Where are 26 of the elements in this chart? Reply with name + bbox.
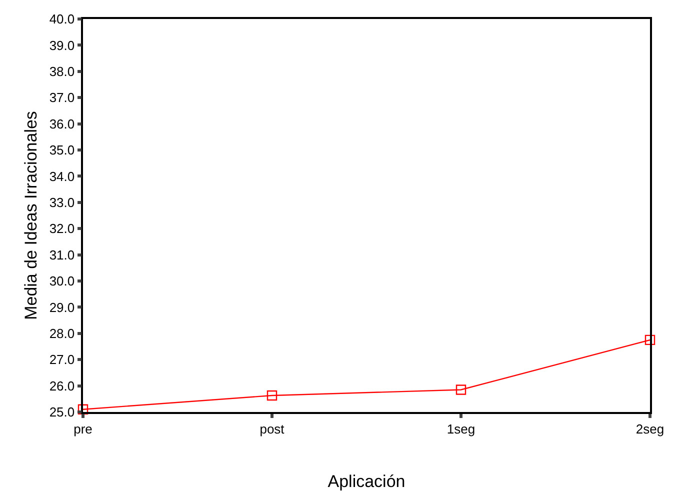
- y-tick-label: 30.0: [49, 274, 75, 289]
- y-tick-label: 39.0: [49, 38, 75, 53]
- y-tick-label: 35.0: [49, 142, 75, 158]
- x-tick-label: pre: [74, 421, 92, 436]
- y-tick-label: 33.0: [49, 194, 75, 210]
- x-axis-title: Aplicación: [328, 472, 406, 492]
- y-tick-label: 29.0: [49, 300, 75, 315]
- y-tick-label: 32.0: [49, 221, 75, 236]
- y-tick-label: 31.0: [49, 247, 75, 262]
- y-tick-label: 25.0: [49, 404, 75, 420]
- x-tick-label: 1seg: [446, 421, 476, 436]
- y-tick-label: 28.0: [49, 326, 75, 341]
- point: [456, 384, 466, 395]
- point: [266, 390, 278, 401]
- y-tick-label: 26.0: [49, 378, 75, 394]
- x-tick-label: post: [260, 421, 285, 436]
- y-tick-label: 36.0: [49, 116, 75, 132]
- point: [644, 334, 656, 346]
- x-tick-label: 2seg: [636, 421, 664, 436]
- y-axis-title: Media de Ideas Irracionales: [21, 111, 40, 320]
- y-tick-label: 37.0: [49, 90, 75, 106]
- y-tick-label: 38.0: [49, 64, 75, 79]
- point: [78, 404, 88, 414]
- y-tick-label: 27.0: [49, 352, 75, 368]
- y-tick-label: 40.0: [49, 12, 75, 27]
- y-tick-label: 34.0: [49, 168, 75, 184]
